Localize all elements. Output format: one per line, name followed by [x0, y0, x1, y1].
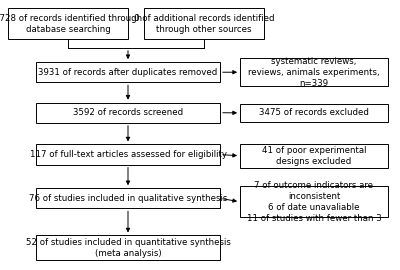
FancyBboxPatch shape [144, 8, 264, 39]
Text: 5728 of records identified through
database searching: 5728 of records identified through datab… [0, 14, 142, 34]
FancyBboxPatch shape [240, 58, 388, 86]
Text: 41 of poor experimental
designs excluded: 41 of poor experimental designs excluded [262, 146, 366, 166]
Text: 3475 of records excluded: 3475 of records excluded [259, 108, 369, 117]
Text: 52 of studies included in quantitative synthesis
(meta analysis): 52 of studies included in quantitative s… [26, 238, 230, 258]
FancyBboxPatch shape [36, 144, 220, 165]
Text: 0 of additional records identified
through other sources: 0 of additional records identified throu… [134, 14, 274, 34]
Text: 117 of full-text articles assessed for eligibility: 117 of full-text articles assessed for e… [30, 150, 226, 159]
FancyBboxPatch shape [36, 188, 220, 208]
FancyBboxPatch shape [240, 104, 388, 122]
FancyBboxPatch shape [36, 103, 220, 123]
FancyBboxPatch shape [36, 62, 220, 82]
Text: systematic reviews,
reviews, animals experiments,
n=339: systematic reviews, reviews, animals exp… [248, 57, 380, 88]
Text: 76 of studies included in qualitative synthesis: 76 of studies included in qualitative sy… [29, 194, 227, 203]
FancyBboxPatch shape [36, 235, 220, 260]
Text: 3931 of records after duplicates removed: 3931 of records after duplicates removed [38, 68, 218, 77]
FancyBboxPatch shape [240, 186, 388, 217]
Text: 3592 of records screened: 3592 of records screened [73, 108, 183, 117]
FancyBboxPatch shape [8, 8, 128, 39]
Text: 7 of outcome indicators are
inconsistent
6 of date unavaliable
11 of studies wit: 7 of outcome indicators are inconsistent… [247, 181, 381, 223]
FancyBboxPatch shape [240, 144, 388, 168]
